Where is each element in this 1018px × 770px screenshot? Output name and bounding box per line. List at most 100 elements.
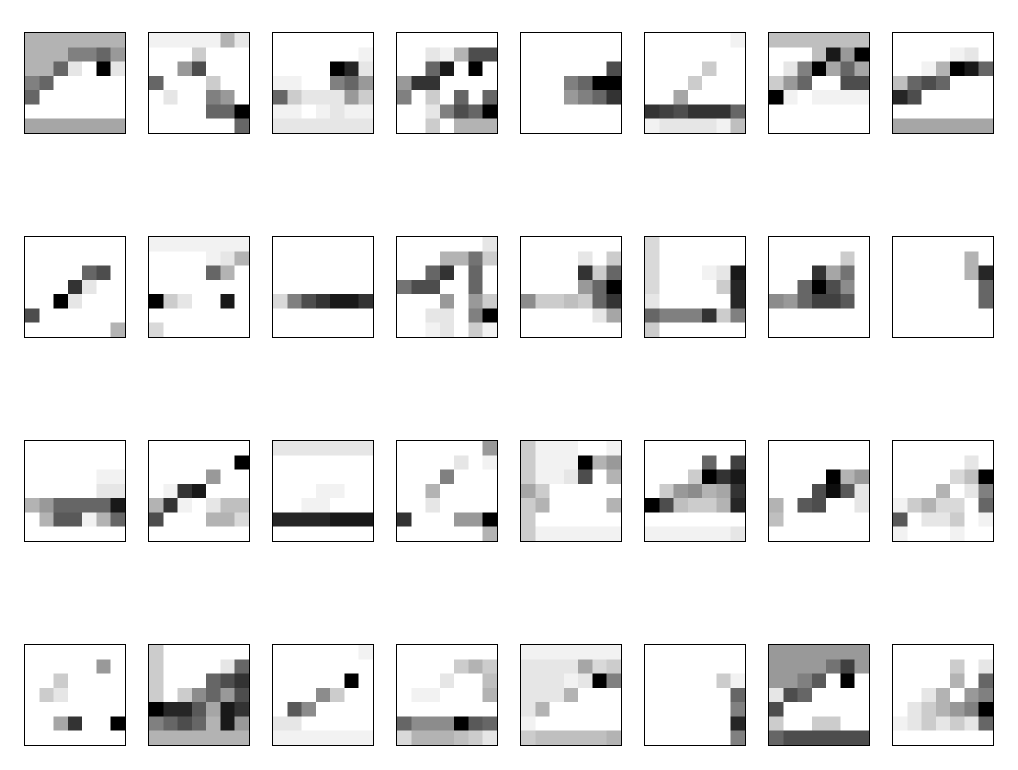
heatmap-cell [411, 237, 426, 252]
heatmap-cell [687, 90, 703, 105]
heatmap-cell [425, 687, 441, 703]
heatmap-cell [287, 455, 302, 470]
heatmap-cell [330, 687, 345, 703]
heatmap-cell [96, 308, 111, 323]
heatmap-cell [163, 61, 178, 77]
heatmap-cell [978, 61, 993, 77]
heatmap-cell [344, 455, 359, 470]
heatmap-cell [163, 322, 178, 337]
heatmap-cell [549, 673, 565, 689]
heatmap-cell [206, 512, 221, 527]
heatmap-cell [702, 498, 717, 513]
heatmap-cell [273, 483, 288, 499]
heatmap-cell [769, 251, 784, 266]
heatmap-cell [177, 33, 193, 48]
heatmap-cell [659, 659, 674, 674]
heatmap-cell [893, 265, 908, 281]
heatmap-cell [411, 47, 426, 62]
heatmap-cell [783, 47, 798, 62]
heatmap-image [893, 33, 993, 133]
heatmap-cell [344, 75, 359, 91]
heatmap-cell [358, 33, 373, 48]
heatmap-cell [950, 118, 965, 133]
heatmap-cell [397, 673, 412, 689]
heatmap-cell [797, 47, 813, 62]
heatmap-cell [482, 265, 497, 281]
heatmap-image [893, 441, 993, 541]
heatmap-cell [53, 645, 69, 660]
heatmap-cell [935, 455, 951, 470]
heatmap-cell [811, 512, 827, 527]
heatmap-cell [592, 237, 607, 252]
heatmap-cell [921, 730, 937, 745]
heatmap-cell [840, 61, 855, 77]
heatmap-cell [454, 526, 469, 541]
heatmap-cell [397, 47, 412, 62]
heatmap-cell [935, 512, 951, 527]
heatmap-cell [358, 469, 373, 485]
heatmap-cell [39, 455, 54, 470]
heatmap-panel-14 [644, 236, 746, 338]
heatmap-cell [659, 104, 674, 119]
heatmap-panel-32 [892, 644, 994, 746]
heatmap-cell [592, 730, 607, 745]
heatmap-cell [578, 61, 593, 77]
heatmap-cell [411, 251, 426, 266]
heatmap-cell [482, 716, 497, 731]
heatmap-cell [177, 104, 193, 119]
heatmap-cell [702, 716, 717, 731]
heatmap-cell [950, 512, 965, 527]
heatmap-cell [82, 90, 97, 105]
heatmap-cell [659, 118, 674, 133]
heatmap-cell [687, 498, 703, 513]
heatmap-cell [110, 104, 125, 119]
heatmap-cell [39, 251, 54, 266]
heatmap-cell [893, 251, 908, 266]
heatmap-cell [53, 90, 69, 105]
heatmap-panel-17 [24, 440, 126, 542]
heatmap-cell [425, 730, 441, 745]
heatmap-cell [797, 61, 813, 77]
heatmap-cell [454, 469, 469, 485]
heatmap-cell [978, 526, 993, 541]
heatmap-cell [25, 659, 40, 674]
heatmap-cell [110, 294, 125, 309]
heatmap-cell [234, 308, 249, 323]
heatmap-cell [163, 659, 178, 674]
heatmap-cell [301, 294, 317, 309]
heatmap-cell [177, 730, 193, 745]
heatmap-cell [826, 498, 841, 513]
heatmap-cell [39, 322, 54, 337]
heatmap-cell [659, 265, 674, 281]
heatmap-cell [397, 716, 412, 731]
heatmap-cell [964, 441, 979, 456]
heatmap-cell [730, 322, 745, 337]
heatmap-cell [702, 659, 717, 674]
heatmap-cell [578, 308, 593, 323]
heatmap-cell [716, 469, 731, 485]
heatmap-cell [687, 61, 703, 77]
heatmap-cell [730, 526, 745, 541]
heatmap-panel-4 [396, 32, 498, 134]
heatmap-cell [330, 716, 345, 731]
heatmap-cell [25, 251, 40, 266]
heatmap-cell [53, 498, 69, 513]
heatmap-cell [673, 512, 689, 527]
heatmap-cell [549, 322, 565, 337]
heatmap-cell [191, 322, 207, 337]
heatmap-cell [702, 251, 717, 266]
heatmap-cell [978, 483, 993, 499]
heatmap-cell [191, 483, 207, 499]
heatmap-cell [935, 322, 951, 337]
heatmap-cell [220, 702, 235, 717]
heatmap-cell [67, 673, 83, 689]
heatmap-cell [730, 104, 745, 119]
heatmap-cell [110, 279, 125, 295]
heatmap-cell [811, 659, 827, 674]
heatmap-cell [425, 716, 441, 731]
heatmap-cell [521, 469, 536, 485]
heatmap-cell [659, 251, 674, 266]
heatmap-cell [439, 47, 455, 62]
heatmap-cell [907, 279, 922, 295]
heatmap-cell [811, 455, 827, 470]
